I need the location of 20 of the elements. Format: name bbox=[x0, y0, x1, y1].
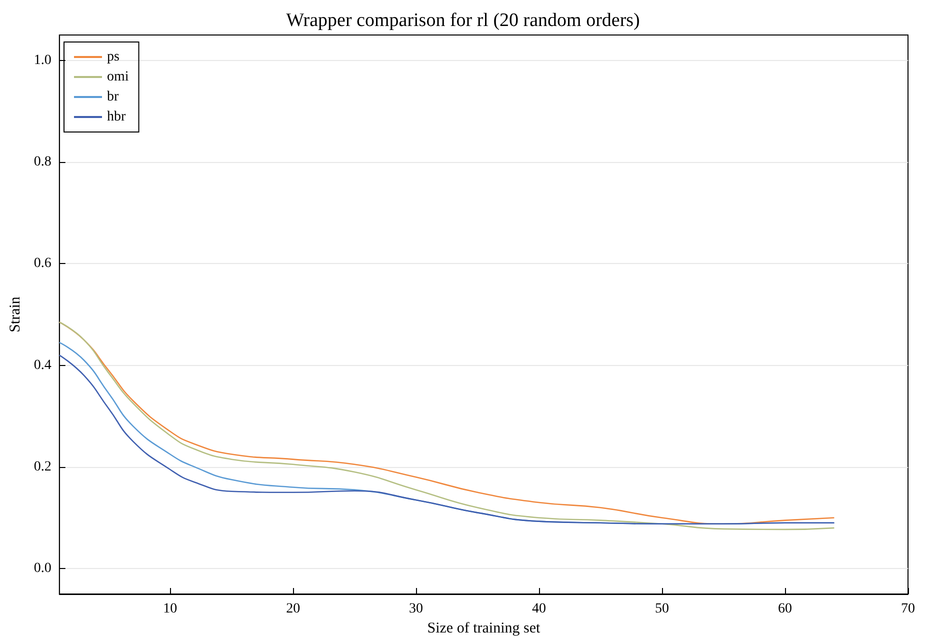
y-tick-label: 0.2 bbox=[34, 459, 52, 474]
chart-title: Wrapper comparison for rl (20 random orders) bbox=[286, 10, 640, 31]
y-axis-title: Strain bbox=[8, 296, 24, 332]
x-axis-title: Size of training set bbox=[427, 620, 541, 636]
legend-label: br bbox=[107, 90, 119, 104]
x-tick-label: 30 bbox=[409, 602, 424, 616]
x-tick-label: 60 bbox=[778, 602, 792, 616]
legend-label: omi bbox=[107, 70, 129, 84]
y-tick-label: 0.6 bbox=[34, 256, 52, 272]
legend-label: ps bbox=[107, 50, 120, 64]
x-tick-label: 20 bbox=[286, 602, 300, 616]
y-tick-label: 0.4 bbox=[34, 358, 52, 373]
x-tick-label: 40 bbox=[532, 602, 546, 616]
legend-label: hbr bbox=[107, 110, 126, 124]
y-tick-label: 0.0 bbox=[34, 561, 52, 576]
x-tick-label: 50 bbox=[655, 602, 670, 616]
y-tick-label: 1.0 bbox=[34, 52, 52, 68]
x-tick-label: 10 bbox=[163, 602, 178, 616]
x-tick-label: 70 bbox=[901, 602, 915, 616]
y-tick-label: 0.8 bbox=[34, 154, 52, 170]
